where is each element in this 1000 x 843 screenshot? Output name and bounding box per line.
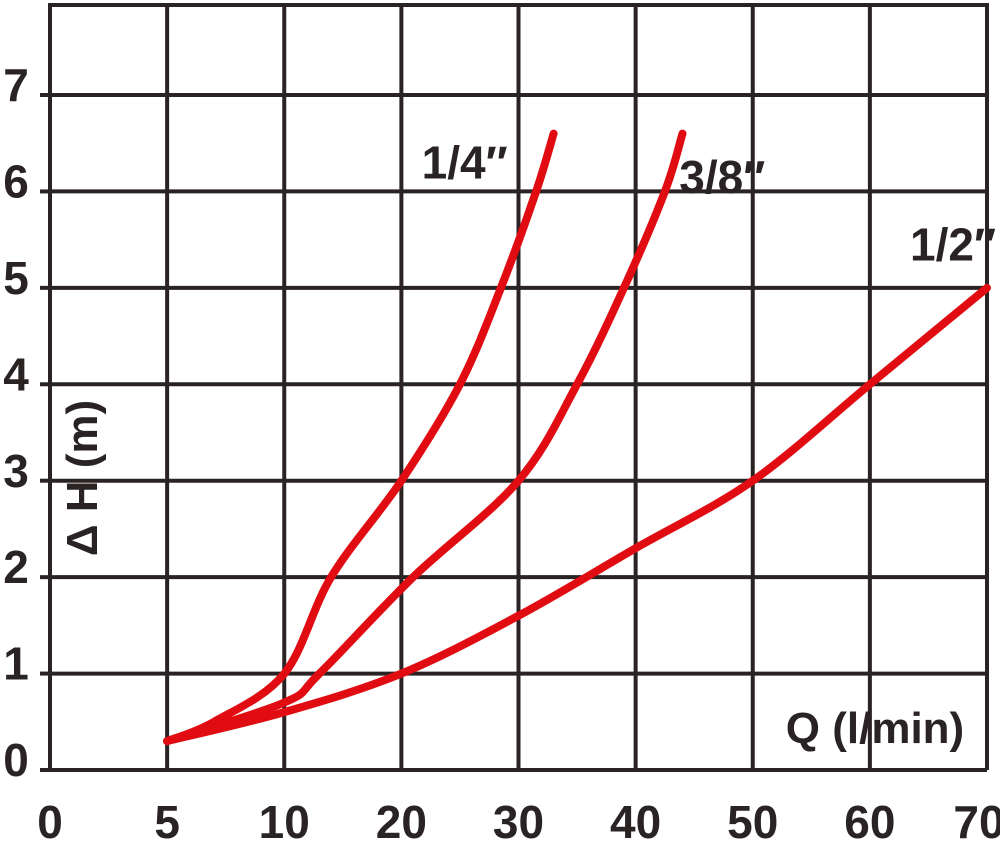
x-tick-label: 50 [727, 796, 778, 843]
x-tick-label: 0 [37, 796, 63, 843]
x-tick-label: 30 [493, 796, 544, 843]
curve-label-3-8-inch-tube: 3/8″ [679, 151, 765, 203]
x-axis-title: Q (l/min) [786, 704, 964, 753]
curve-1-4-inch-tube [163, 129, 558, 746]
curve-label-1-4-inch-tube: 1/4″ [422, 137, 508, 189]
curve-layer [163, 129, 991, 746]
y-tick-label: 7 [3, 59, 29, 111]
y-tick-label: 2 [3, 541, 29, 593]
y-tick-label: 1 [3, 638, 29, 690]
x-tick-label: 20 [376, 796, 427, 843]
x-tick-label: 10 [259, 796, 310, 843]
curve-1-2-inch-tube [163, 283, 991, 746]
y-tick-label: 6 [3, 156, 29, 208]
curve-label-1-2-inch-tube: 1/2″ [910, 219, 996, 271]
x-tick-label: 40 [610, 796, 661, 843]
y-tick-label: 0 [3, 734, 29, 786]
label-layer: 0 5 10 20 30 40 50 60 70 0 1 2 3 4 5 6 7 1/4″ 3/8″ 1/2″ [3, 59, 1000, 843]
x-tick-label: 70 [953, 796, 1000, 843]
x-tick-label: 60 [844, 796, 895, 843]
y-tick-label: 4 [3, 348, 29, 400]
y-tick-label: 3 [3, 445, 29, 497]
curve-3-8-inch-tube [163, 129, 687, 746]
y-tick-label: 5 [3, 252, 29, 304]
x-tick-label: 5 [154, 796, 180, 843]
y-axis-title: Δ H (m) [58, 400, 107, 556]
grid-layer [40, 3, 989, 772]
